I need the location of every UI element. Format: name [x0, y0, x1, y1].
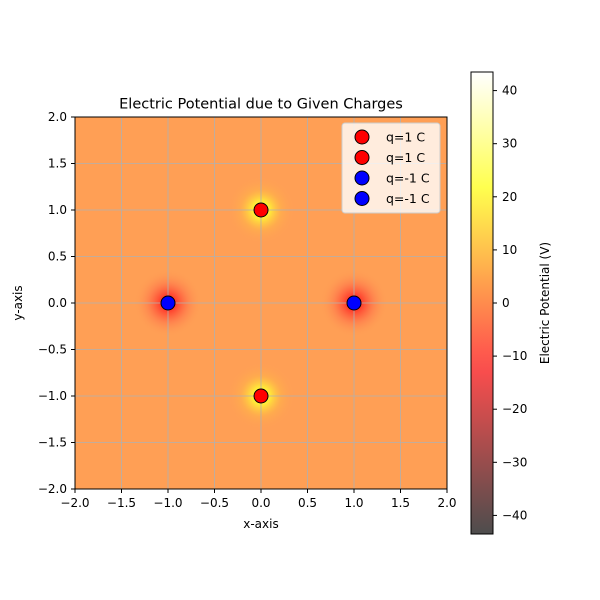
legend-label-3: q=-1 C	[386, 191, 430, 206]
charge-marker-2	[160, 295, 176, 311]
y-axis-ticks: −2.0 −1.5 −1.0 −0.5 0.0 0.5 1.0 1.5 2.0	[38, 110, 75, 496]
y-tick-label-8: 2.0	[48, 110, 67, 124]
y-tick-label-0: −2.0	[38, 482, 67, 496]
y-tick-label-2: −1.0	[38, 389, 67, 403]
y-tick-label-7: 1.5	[48, 157, 67, 171]
x-tick-label-8: 2.0	[437, 496, 456, 510]
y-tick-label-3: −0.5	[38, 343, 67, 357]
x-tick-label-4: 0.0	[251, 496, 270, 510]
x-tick-label-7: 1.5	[391, 496, 410, 510]
colorbar-tick-label-8: 40	[502, 84, 517, 98]
y-tick-label-4: 0.0	[48, 296, 67, 310]
colorbar-tick-label-2: −20	[502, 402, 527, 416]
x-tick-label-0: −2.0	[60, 496, 89, 510]
colorbar-tick-label-7: 30	[502, 137, 517, 151]
y-tick-label-6: 1.0	[48, 203, 67, 217]
colorbar-tick-label-0: −40	[502, 508, 527, 522]
legend-marker-0	[354, 129, 370, 145]
x-tick-label-1: −1.5	[107, 496, 136, 510]
charge-marker-3	[346, 295, 362, 311]
colorbar-tick-label-6: 20	[502, 190, 517, 204]
x-axis-label: x-axis	[243, 517, 278, 531]
x-tick-label-5: 0.5	[298, 496, 317, 510]
legend-box	[341, 122, 441, 214]
legend-marker-3	[354, 191, 370, 206]
y-tick-label-1: −1.5	[38, 436, 67, 450]
colorbar-tick-label-5: 10	[502, 243, 517, 257]
charge-markers	[160, 202, 362, 404]
x-axis-ticks: −2.0 −1.5 −1.0 −0.5 0.0 0.5 1.0 1.5 2.0	[60, 489, 457, 510]
x-tick-label-3: −0.5	[200, 496, 229, 510]
colorbar-gradient	[471, 72, 493, 534]
legend-label-1: q=1 C	[386, 150, 425, 165]
legend-label-2: q=-1 C	[386, 171, 430, 186]
charge-marker-1	[253, 388, 269, 404]
x-tick-label-6: 1.0	[344, 496, 363, 510]
charge-marker-0	[253, 202, 269, 218]
legend-marker-2	[354, 170, 370, 186]
chart-title: Electric Potential due to Given Charges	[119, 97, 403, 113]
colorbar: −40 −30 −20 −10 0 10 20 30 40 Electric Potential…	[470, 71, 552, 535]
legend: q=1 C q=1 C q=-1 C q=-1 C	[341, 122, 441, 214]
colorbar-tick-label-4: 0	[502, 296, 510, 310]
y-axis-label: y-axis	[11, 285, 25, 320]
legend-label-0: q=1 C	[386, 130, 425, 145]
y-tick-label-5: 0.5	[48, 250, 67, 264]
colorbar-label: Electric Potential (V)	[538, 242, 552, 364]
colorbar-tick-label-1: −30	[502, 455, 527, 469]
legend-marker-1	[354, 150, 370, 165]
colorbar-ticks: −40 −30 −20 −10 0 10 20 30 40	[493, 84, 527, 522]
colorbar-tick-label-3: −10	[502, 349, 527, 363]
x-tick-label-2: −1.0	[153, 496, 182, 510]
